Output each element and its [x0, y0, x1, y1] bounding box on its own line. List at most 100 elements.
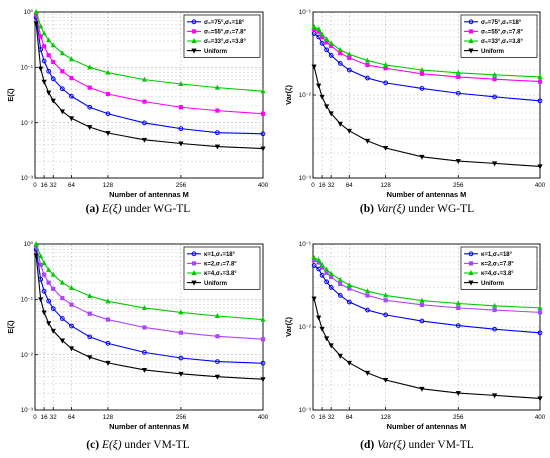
data-point: [419, 86, 425, 91]
data-point: [178, 309, 184, 315]
data-point: [178, 141, 184, 147]
legend-label: σ₀=75°,σ₁=18°: [481, 20, 522, 26]
data-point: [214, 144, 220, 150]
data-point: [383, 80, 389, 86]
legend-label: σ₀=75°,σ₁=18°: [204, 20, 245, 26]
caption-letter: (b): [360, 203, 377, 215]
data-point: [260, 131, 266, 137]
caption-math: Var(ξ): [377, 438, 406, 451]
data-point: [365, 75, 370, 81]
data-point: [33, 9, 39, 14]
data-point: [260, 88, 266, 94]
data-point: [337, 121, 343, 127]
x-axis-label: Number of antennas M: [387, 190, 467, 199]
data-point: [419, 154, 425, 160]
data-point: [329, 274, 334, 280]
data-point: [50, 76, 56, 82]
data-point: [87, 125, 93, 131]
data-point: [41, 30, 47, 36]
data-point: [383, 292, 389, 298]
data-point: [492, 326, 497, 332]
data-point: [337, 293, 343, 298]
y-axis-label: E(ζ): [6, 320, 15, 334]
data-point: [338, 281, 343, 287]
x-tick-label: 64: [346, 182, 353, 189]
data-point: [328, 40, 334, 46]
data-point: [337, 46, 343, 52]
data-point: [492, 77, 497, 82]
data-point: [365, 62, 370, 68]
data-point: [319, 261, 325, 267]
x-tick-label: 64: [68, 182, 75, 189]
data-point: [319, 31, 325, 37]
legend-label: Uniform: [204, 281, 227, 287]
data-point: [324, 336, 330, 342]
y-tick-label: 10⁰: [24, 9, 34, 16]
legend-marker: [468, 280, 474, 286]
data-point: [338, 50, 343, 56]
data-point: [38, 23, 44, 29]
legend-marker: [191, 261, 197, 266]
data-point: [41, 260, 47, 266]
legend-marker: [191, 38, 197, 43]
data-point: [324, 266, 330, 272]
data-point: [59, 50, 65, 56]
data-point: [260, 360, 266, 366]
legend-label: Uniform: [481, 49, 504, 55]
data-point: [492, 94, 497, 100]
data-point: [59, 279, 65, 285]
legend-label: σ₀=55°,σ₁=7.8°: [481, 30, 523, 36]
data-point: [178, 81, 184, 86]
data-point: [50, 306, 56, 311]
y-tick-label: 10⁻²: [21, 352, 33, 359]
legend-label: Uniform: [481, 281, 504, 287]
series-line: [35, 17, 264, 135]
data-point: [51, 59, 56, 65]
data-point: [141, 304, 148, 310]
data-point: [324, 36, 330, 42]
data-point: [316, 26, 322, 32]
data-point: [105, 111, 111, 117]
data-point: [46, 266, 52, 272]
x-tick-label: 32: [50, 182, 57, 189]
data-point: [455, 323, 461, 328]
data-point: [492, 161, 498, 167]
x-tick-label: 16: [319, 414, 326, 421]
data-point: [455, 69, 461, 75]
data-point: [38, 297, 44, 303]
data-point: [316, 257, 322, 263]
legend-marker: [468, 261, 474, 266]
legend-marker: [191, 19, 197, 25]
data-point: [46, 321, 52, 327]
data-point: [492, 302, 498, 308]
data-point: [316, 315, 322, 321]
data-point: [319, 272, 325, 278]
data-point: [328, 285, 334, 290]
data-point: [60, 69, 65, 74]
data-point: [383, 298, 388, 303]
x-tick-label: 32: [328, 182, 335, 189]
data-point: [33, 21, 39, 27]
x-tick-label: 400: [258, 182, 269, 189]
data-point: [141, 76, 148, 82]
data-point: [69, 93, 74, 99]
data-point: [142, 120, 147, 126]
data-point: [324, 104, 330, 110]
y-tick-label: 10⁻¹: [21, 65, 33, 72]
data-point: [59, 338, 65, 344]
data-point: [537, 98, 543, 104]
caption-letter: (d): [360, 439, 377, 451]
data-point: [537, 164, 543, 170]
data-point: [346, 51, 352, 57]
y-tick-label: 10⁻³: [299, 407, 311, 414]
data-point: [46, 68, 52, 74]
data-point: [492, 393, 498, 399]
legend-marker: [468, 38, 474, 43]
data-point: [178, 330, 184, 335]
data-point: [214, 374, 220, 380]
y-tick-label: 10⁰: [24, 241, 34, 248]
panel-caption: (b) Var(ξ) under WG-TL: [360, 202, 474, 215]
data-point: [337, 276, 343, 282]
data-point: [142, 99, 147, 104]
data-point: [46, 298, 52, 304]
